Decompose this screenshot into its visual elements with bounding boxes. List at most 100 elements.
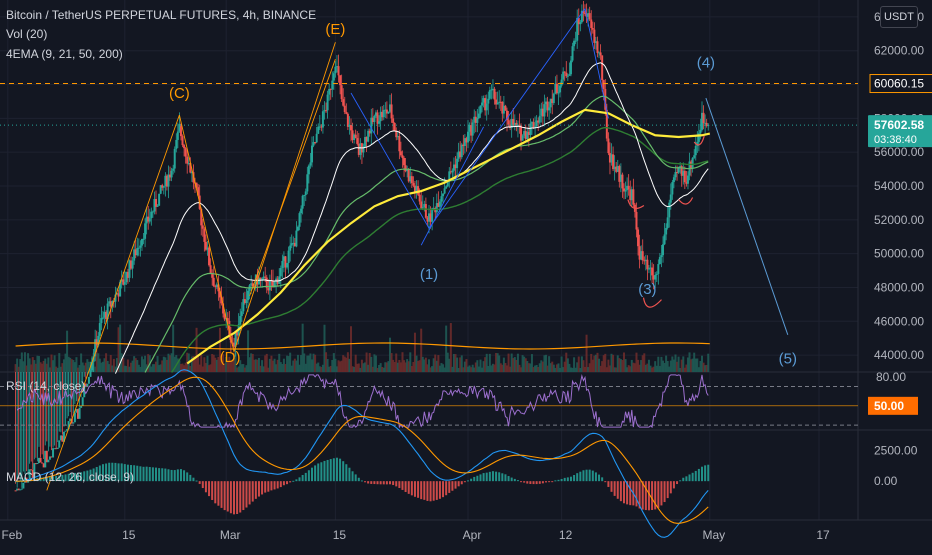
candle-body [702,112,705,124]
volume-bar [697,367,700,372]
macd-histogram-bar [707,464,710,482]
candle-body [179,124,182,137]
macd-histogram-bar [95,466,98,482]
candle-body [155,199,157,207]
macd-histogram-bar [211,481,214,500]
candle-body [680,166,683,176]
volume-bar [61,363,64,372]
candle-body [548,107,551,111]
volume-bar [25,365,28,372]
volume-bar [401,352,404,372]
macd-histogram-bar [304,472,307,482]
candle-body [335,66,338,68]
candle-body [384,109,387,111]
volume-bar [562,367,565,372]
volume-bar [41,363,44,372]
volume-bar [103,358,106,372]
macd-histogram-bar [295,479,298,482]
price-tick-label: 54000.00 [874,179,924,193]
candle-body [14,490,17,492]
candle-body [481,102,484,106]
volume-bar [412,361,415,372]
volume-bar [382,367,385,372]
candle-body [156,205,159,207]
wave-line-blue [428,8,586,229]
macd-histogram-bar [407,481,410,494]
macd-histogram-bar [576,473,579,482]
volume-bar [385,362,388,372]
volume-bar [398,359,401,372]
macd-histogram-bar [289,481,292,483]
volume-bar [694,358,697,372]
candle-body [239,316,242,325]
volume-bar [696,358,699,372]
candle-body [371,117,374,123]
candle-body [605,109,608,139]
volume-bar [84,362,87,372]
candle-body [30,469,33,471]
volume-bar [488,353,491,372]
volume-bar [520,367,523,372]
macd-histogram-bar [454,481,457,489]
volume-bar [125,366,128,372]
candle-body [34,463,37,465]
macd-histogram-bar [64,474,67,482]
candle-body [385,109,388,114]
price-tick-label: 44000.00 [874,348,924,362]
volume-bar [418,360,421,372]
candle-body [705,122,708,126]
macd-histogram-bar [317,463,320,482]
volume-bar [208,365,211,372]
volume-bar [295,360,298,372]
candle-body [682,170,685,176]
candle-body [607,138,610,154]
volume-bar [568,363,571,372]
volume-bar [551,361,554,372]
volume-bar [39,362,42,372]
candle-body [265,277,268,289]
volume-bar [368,353,371,372]
candle-body [545,101,547,105]
volume-bar [123,365,126,372]
candle-body [178,124,181,132]
volume-bar [229,361,232,372]
candle-body [641,251,644,261]
volume-bar [325,352,328,372]
volume-bar [367,364,370,372]
candle-body [236,331,239,336]
wave-line-orange [233,42,336,352]
macd-histogram-bar [566,477,569,482]
macd-histogram-bar [435,481,438,500]
macd-histogram-bar [354,474,357,482]
volume-bar [62,359,65,372]
volume-bar [389,337,391,372]
volume-bar [596,352,599,372]
candle-body [78,407,81,419]
candle-body [215,284,218,287]
macd-histogram-bar [342,461,345,482]
volume-bar [532,367,535,372]
currency-button[interactable]: USDT [880,6,918,28]
candle-body [278,276,281,284]
candle-body [654,274,657,280]
volume-bar [633,363,636,372]
candle-body [596,41,599,53]
volume-bar [87,361,90,372]
candle-body [117,293,120,297]
macd-histogram-bar [236,481,239,515]
candle-body [131,260,134,269]
volume-bar [456,357,459,372]
candle-body [660,255,663,258]
volume-bar [591,359,594,372]
candle-body [535,120,538,127]
volume-bar [161,360,164,372]
candle-body [424,204,427,218]
macd-histogram-bar [367,481,370,484]
candle-body [345,112,348,114]
candle-body [228,320,231,337]
volume-bar [223,363,226,372]
wave-label: (E) [325,21,345,38]
candle-body [490,89,493,91]
